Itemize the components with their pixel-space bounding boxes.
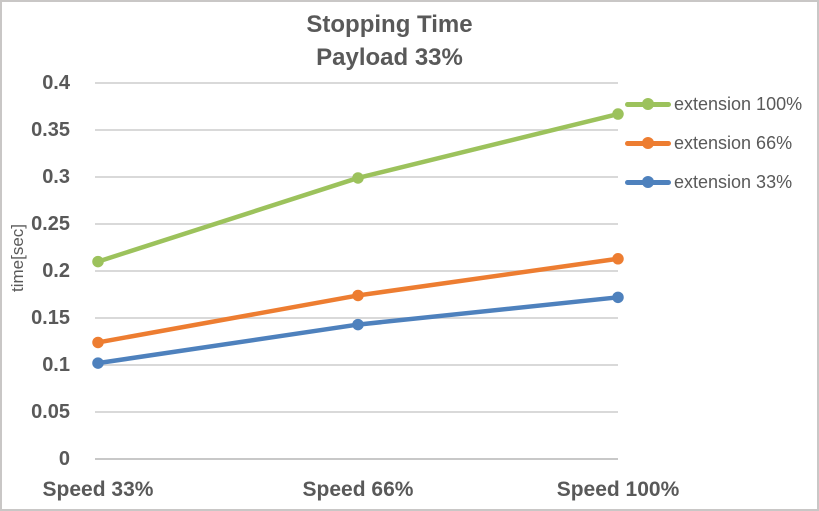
y-tick-label: 0.4	[42, 72, 70, 94]
legend-item: extension 100%	[625, 91, 802, 117]
legend-label: extension 66%	[674, 132, 793, 153]
data-point-marker	[612, 253, 624, 265]
x-axis-label: Speed 100%	[556, 478, 680, 501]
y-tick-label: 0.05	[31, 401, 70, 423]
legend-item: extension 33%	[625, 169, 792, 195]
y-tick-label: 0.25	[31, 213, 70, 235]
y-tick-label: 0.3	[42, 166, 70, 188]
y-tick-label: 0.15	[31, 307, 70, 329]
data-point-marker	[92, 357, 104, 369]
data-point-marker	[352, 318, 364, 331]
legend-item: extension 66%	[625, 130, 792, 156]
legend-marker-icon	[642, 137, 654, 149]
data-point-marker	[352, 289, 364, 302]
legend-line-swatch	[625, 98, 671, 110]
chart-subtitle: Payload 33%	[316, 44, 463, 71]
data-point-marker	[92, 255, 104, 268]
legend-line-swatch	[625, 176, 671, 188]
x-axis-label: Speed 33%	[42, 478, 154, 501]
data-point-marker	[92, 336, 104, 349]
x-axis-label: Speed 66%	[302, 478, 414, 501]
legend-label: extension 33%	[674, 171, 793, 192]
data-point-marker	[612, 108, 624, 120]
legend-marker-icon	[642, 176, 654, 188]
legend-marker-icon	[642, 98, 654, 110]
chart-title-block: Stopping Time Payload 33%	[2, 8, 777, 74]
data-point-marker	[612, 291, 624, 304]
y-tick-label: 0.2	[42, 260, 70, 282]
series-line-extension-100-	[95, 111, 621, 264]
chart-title: Stopping Time	[306, 11, 473, 38]
y-tick-label: 0	[58, 448, 70, 470]
data-point-marker	[352, 172, 364, 184]
y-tick-label: 0.1	[42, 354, 70, 376]
y-tick-label: 0.35	[31, 119, 70, 141]
legend-label: extension 100%	[674, 93, 803, 114]
legend-line-swatch	[625, 137, 671, 149]
